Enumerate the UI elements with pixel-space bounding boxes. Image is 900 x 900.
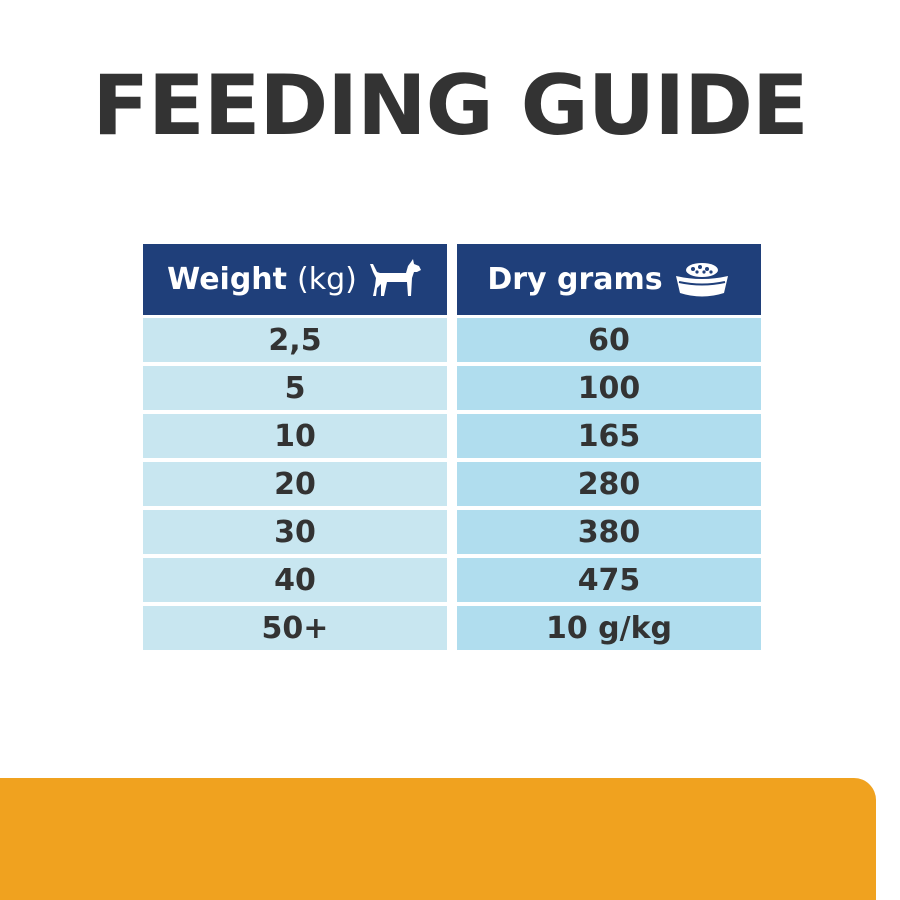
header-weight-unit: (kg) xyxy=(297,262,357,297)
grams-cell: 280 xyxy=(457,462,761,506)
dog-icon xyxy=(369,258,421,296)
weight-cell: 50+ xyxy=(143,606,447,650)
header-weight-cell: Weight (kg) xyxy=(143,244,447,315)
table-header-row: Weight (kg) Dry grams xyxy=(143,244,761,315)
table-row: 5 100 xyxy=(143,366,761,410)
weight-cell: 20 xyxy=(143,462,447,506)
table-row: 50+ 10 g/kg xyxy=(143,606,761,650)
header-dry-cell: Dry grams xyxy=(457,244,761,315)
weight-cell: 30 xyxy=(143,510,447,554)
weight-cell: 2,5 xyxy=(143,318,447,362)
grams-cell: 100 xyxy=(457,366,761,410)
grams-cell: 380 xyxy=(457,510,761,554)
header-dry-label: Dry grams xyxy=(487,262,663,297)
grams-cell: 475 xyxy=(457,558,761,602)
table-row: 30 380 xyxy=(143,510,761,554)
feeding-table: Weight (kg) Dry grams 2,5 60 5 xyxy=(143,244,761,654)
table-row: 10 165 xyxy=(143,414,761,458)
table-row: 40 475 xyxy=(143,558,761,602)
header-weight-label: Weight xyxy=(167,262,287,297)
food-bowl-icon xyxy=(675,262,728,296)
table-row: 2,5 60 xyxy=(143,318,761,362)
page-title: FEEDING GUIDE xyxy=(92,57,808,154)
weight-cell: 10 xyxy=(143,414,447,458)
orange-band xyxy=(0,778,876,900)
grams-cell: 10 g/kg xyxy=(457,606,761,650)
table-row: 20 280 xyxy=(143,462,761,506)
weight-cell: 40 xyxy=(143,558,447,602)
grams-cell: 60 xyxy=(457,318,761,362)
grams-cell: 165 xyxy=(457,414,761,458)
weight-cell: 5 xyxy=(143,366,447,410)
